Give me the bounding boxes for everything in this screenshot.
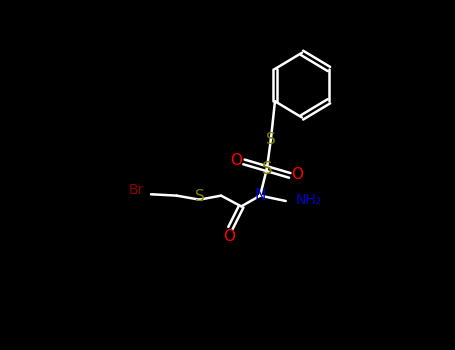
Text: S: S (262, 160, 272, 178)
Text: S: S (266, 132, 276, 147)
Text: NH₂: NH₂ (296, 193, 322, 207)
Text: O: O (223, 229, 235, 244)
Text: O: O (230, 153, 243, 168)
Text: Br: Br (129, 183, 144, 197)
Text: O: O (291, 167, 303, 182)
Text: N: N (254, 188, 266, 203)
Text: S: S (195, 189, 204, 204)
